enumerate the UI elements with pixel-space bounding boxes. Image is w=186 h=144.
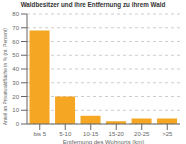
svg-text:70: 70 (12, 25, 19, 31)
html-text:Waldbesitzer und ihre Entfernu: Waldbesitzer und ihre Entfernung zu ihre… (20, 1, 166, 8)
svg-text:40: 40 (12, 66, 19, 72)
svg-text:5-10: 5-10 (59, 131, 72, 137)
svg-text:60: 60 (12, 39, 19, 45)
html-text:Anteil an Privatwaldfläche in: Anteil an Privatwaldfläche in % (nt. Per… (1, 28, 8, 126)
svg-text:10: 10 (12, 107, 19, 113)
svg-text:Entfernung des Wohnorts (km): Entfernung des Wohnorts (km) (63, 139, 145, 144)
svg-text:0: 0 (16, 121, 20, 127)
svg-text:50: 50 (12, 52, 19, 58)
svg-text:20-25: 20-25 (134, 131, 150, 137)
svg-text:>25: >25 (162, 131, 173, 137)
svg-text:80: 80 (12, 11, 19, 17)
svg-text:bis 5: bis 5 (33, 131, 46, 137)
svg-text:15-20: 15-20 (109, 131, 125, 137)
svg-text:10-15: 10-15 (83, 131, 99, 137)
svg-text:30: 30 (12, 80, 19, 86)
svg-text:20: 20 (12, 94, 19, 100)
